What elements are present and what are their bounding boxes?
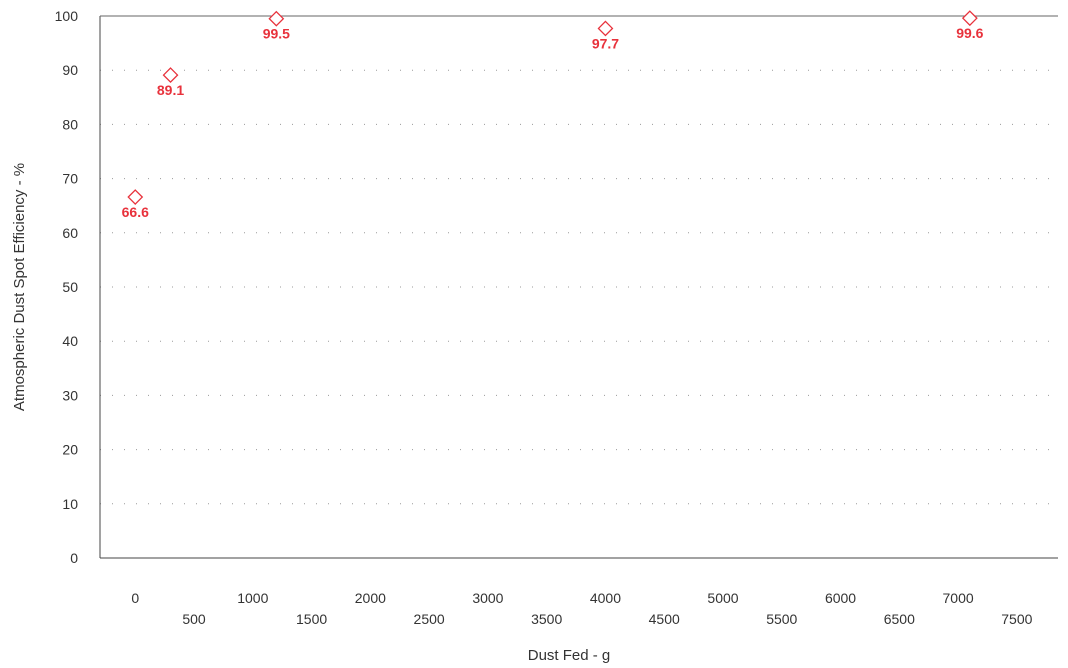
y-tick-label: 70 xyxy=(62,171,78,187)
x-tick-label: 4000 xyxy=(590,590,621,606)
data-label: 89.1 xyxy=(157,82,184,98)
axes xyxy=(99,15,1058,559)
data-point xyxy=(127,189,144,205)
y-tick-label: 0 xyxy=(70,550,78,566)
x-tick-label: 5500 xyxy=(766,611,797,627)
y-tick-label: 60 xyxy=(62,225,78,241)
y-tick-label: 90 xyxy=(62,62,78,78)
x-tick-label: 2500 xyxy=(414,611,445,627)
data-label: 99.6 xyxy=(956,25,983,41)
y-axis-title: Atmospheric Dust Spot Efficiency - % xyxy=(11,163,28,411)
y-tick-label: 50 xyxy=(62,279,78,295)
data-point xyxy=(268,10,285,27)
data-point xyxy=(597,20,614,37)
y-tick-label: 80 xyxy=(62,116,78,132)
y-tick-label: 40 xyxy=(62,333,78,349)
data-points xyxy=(127,10,978,205)
x-tick-label: 7500 xyxy=(1001,611,1032,627)
x-tick-label: 500 xyxy=(182,611,206,627)
y-tick-labels: 0 10 20 30 40 50 60 70 80 90 100 xyxy=(55,8,79,566)
y-tick-label: 100 xyxy=(55,8,79,24)
x-tick-label: 7000 xyxy=(943,590,974,606)
data-point xyxy=(162,67,179,83)
y-tick-label: 20 xyxy=(62,442,78,458)
gridlines xyxy=(100,69,1058,505)
y-tick-label: 10 xyxy=(62,496,78,512)
x-tick-label: 3000 xyxy=(472,590,503,606)
x-tick-label: 0 xyxy=(131,590,139,606)
x-tick-label: 6000 xyxy=(825,590,856,606)
x-tick-label: 1000 xyxy=(237,590,268,606)
x-tick-label: 2000 xyxy=(355,590,386,606)
x-axis-title: Dust Fed - g xyxy=(528,647,611,664)
x-tick-label: 1500 xyxy=(296,611,327,627)
y-tick-label: 30 xyxy=(62,387,78,403)
x-tick-labels: 0 500 1000 1500 2000 2500 3000 3500 4000 4500 5000… xyxy=(131,590,1032,627)
data-label: 97.7 xyxy=(592,35,619,51)
data-label: 66.6 xyxy=(122,204,149,220)
x-tick-label: 3500 xyxy=(531,611,562,627)
data-labels: 66.6 89.1 99.5 97.7 99.6 xyxy=(122,25,984,220)
x-tick-label: 5000 xyxy=(707,590,738,606)
data-point xyxy=(961,10,978,27)
data-label: 99.5 xyxy=(263,26,290,42)
x-tick-label: 4500 xyxy=(649,611,680,627)
x-tick-label: 6500 xyxy=(884,611,915,627)
